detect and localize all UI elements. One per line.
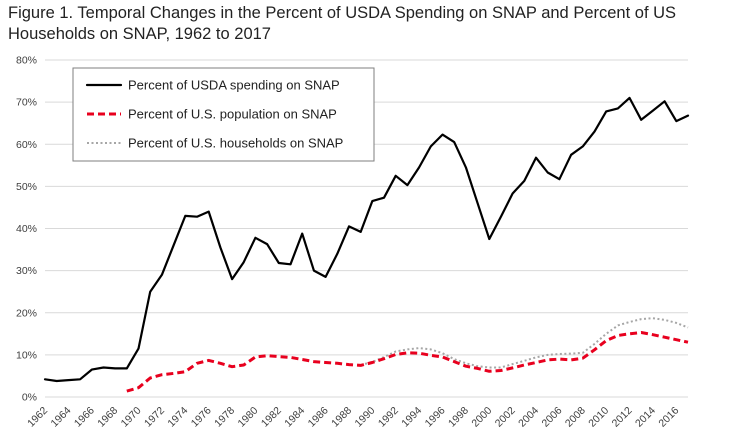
series-line-0: [43, 96, 690, 383]
x-tick-label: 1974: [165, 405, 190, 430]
x-tick-label: 1990: [352, 405, 377, 430]
legend-label-2: Percent of U.S. households on SNAP: [128, 136, 343, 151]
x-axis-tick-labels: 1962196419661968197019721974197619781980…: [25, 405, 681, 430]
chart-title: Figure 1. Temporal Changes in the Percen…: [8, 3, 723, 45]
x-tick-label: 1966: [72, 405, 97, 430]
legend-label-1: Percent of U.S. population on SNAP: [128, 107, 337, 122]
legend: Percent of USDA spending on SNAP Percent …: [72, 67, 375, 162]
legend-box: [72, 67, 375, 162]
y-tick-label: 20%: [16, 307, 37, 319]
x-tick-label: 1996: [423, 405, 448, 430]
x-tick-label: 2004: [516, 405, 541, 430]
y-tick-label: 30%: [16, 265, 37, 277]
x-tick-label: 1992: [376, 405, 401, 430]
series-line-1: [126, 331, 689, 393]
chart-title-line-2: Households on SNAP, 1962 to 2017: [8, 25, 271, 43]
y-tick-label: 10%: [16, 349, 37, 361]
y-tick-label: 50%: [16, 181, 37, 193]
x-tick-label: 2012: [610, 405, 635, 430]
y-tick-label: 80%: [16, 55, 37, 67]
x-tick-label: 1998: [446, 405, 471, 430]
x-tick-label: 1986: [306, 405, 331, 430]
legend-label-0: Percent of USDA spending on SNAP: [128, 78, 340, 93]
x-tick-label: 2000: [469, 405, 494, 430]
y-tick-label: 0%: [22, 392, 37, 404]
y-tick-label: 60%: [16, 139, 37, 151]
x-tick-label: 1964: [49, 405, 74, 430]
x-tick-label: 2016: [656, 405, 681, 430]
x-tick-label: 1962: [25, 405, 50, 430]
x-tick-label: 1980: [236, 405, 261, 430]
x-tick-label: 2006: [540, 405, 565, 430]
x-tick-label: 2014: [633, 405, 658, 430]
series-lines: [43, 96, 690, 393]
x-tick-label: 1984: [282, 405, 307, 430]
x-tick-label: 2002: [493, 405, 518, 430]
series-line-2: [360, 317, 689, 369]
x-tick-label: 1994: [399, 405, 424, 430]
x-tick-label: 2008: [563, 405, 588, 430]
x-tick-label: 1976: [189, 405, 214, 430]
x-tick-label: 1972: [142, 405, 167, 430]
x-tick-label: 1988: [329, 405, 354, 430]
x-tick-label: 1968: [95, 405, 120, 430]
x-tick-label: 1970: [119, 405, 144, 430]
x-tick-label: 1982: [259, 405, 284, 430]
y-axis-tick-labels: 0% 10% 20% 30% 40% 50% 60% 70% 80%: [16, 55, 37, 404]
y-tick-label: 40%: [16, 223, 37, 235]
chart-title-line-1: Figure 1. Temporal Changes in the Percen…: [8, 4, 677, 22]
x-tick-label: 2010: [586, 405, 611, 430]
x-tick-label: 1978: [212, 405, 237, 430]
y-tick-label: 70%: [16, 97, 37, 109]
